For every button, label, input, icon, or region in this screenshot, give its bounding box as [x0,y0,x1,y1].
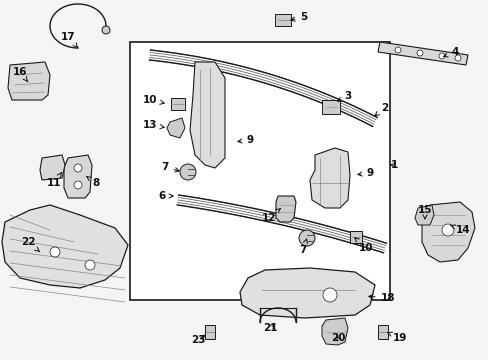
Polygon shape [414,205,433,225]
Polygon shape [377,42,467,65]
Circle shape [394,47,400,53]
Text: 10: 10 [142,95,164,105]
Text: 14: 14 [449,225,469,235]
FancyBboxPatch shape [377,325,387,339]
Text: 23: 23 [190,335,205,345]
Text: 7: 7 [161,162,179,172]
Polygon shape [240,268,374,318]
Text: 10: 10 [354,238,372,253]
Text: 6: 6 [158,191,173,201]
Text: 11: 11 [47,173,61,188]
Text: 9: 9 [237,135,253,145]
Circle shape [50,247,60,257]
Text: 8: 8 [87,177,100,188]
Text: 1: 1 [389,160,397,170]
Text: 2: 2 [374,103,388,116]
Circle shape [454,55,460,61]
Text: 18: 18 [368,293,394,303]
FancyBboxPatch shape [349,231,361,243]
Circle shape [323,288,336,302]
Circle shape [298,230,314,246]
Polygon shape [309,148,349,208]
Polygon shape [190,62,224,168]
Text: 16: 16 [13,67,28,82]
Text: 17: 17 [61,32,77,47]
Circle shape [85,260,95,270]
Text: 21: 21 [262,323,277,333]
Circle shape [74,164,82,172]
Text: 20: 20 [330,333,345,343]
Circle shape [74,181,82,189]
Text: 22: 22 [20,237,40,252]
Circle shape [180,164,196,180]
Bar [130,42,389,300]
Text: 5: 5 [290,12,307,22]
Text: 3: 3 [337,91,351,101]
Text: 12: 12 [261,208,280,223]
Polygon shape [421,202,474,262]
FancyBboxPatch shape [204,325,215,339]
Polygon shape [167,118,184,138]
Polygon shape [40,155,65,180]
FancyBboxPatch shape [274,14,290,26]
Text: 4: 4 [443,47,458,57]
Polygon shape [8,62,50,100]
Text: 9: 9 [357,168,373,178]
Text: 7: 7 [299,239,306,255]
Polygon shape [64,155,92,198]
FancyBboxPatch shape [171,98,184,110]
Polygon shape [321,318,347,345]
Text: 13: 13 [142,120,164,130]
Polygon shape [275,196,295,222]
Circle shape [441,224,453,236]
FancyBboxPatch shape [321,100,339,114]
Circle shape [102,26,110,34]
Circle shape [416,50,422,56]
Text: 15: 15 [417,205,431,219]
Circle shape [438,53,444,59]
Text: 19: 19 [386,332,407,343]
Polygon shape [2,205,128,288]
